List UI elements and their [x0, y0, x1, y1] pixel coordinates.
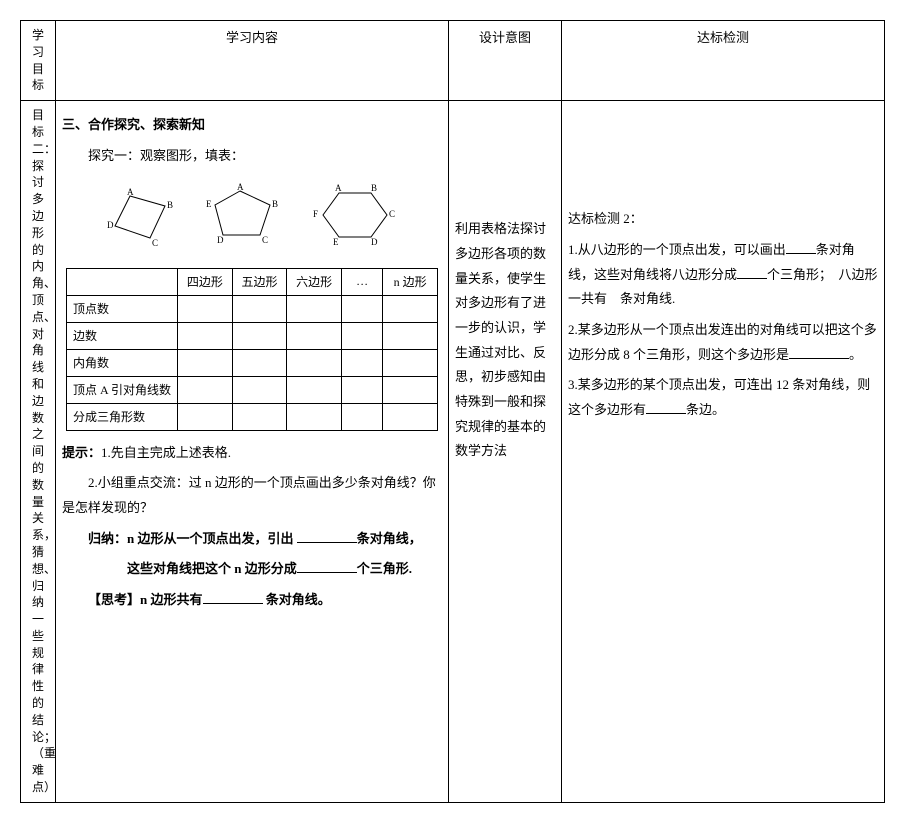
svg-text:B: B [167, 200, 173, 210]
svg-text:C: C [262, 235, 268, 245]
pentagon-figure: A B C D E [205, 183, 290, 248]
observe-text: 探究一：观察图形，填表： [62, 144, 442, 169]
polygon-figures: A B C D A B C D E A B C [62, 175, 442, 262]
svg-text:D: D [107, 220, 114, 230]
svg-text:A: A [237, 183, 244, 192]
content-cell: 三、合作探究、探索新知 探究一：观察图形，填表： A B C D A B C D… [56, 101, 449, 803]
svg-text:A: A [335, 183, 342, 193]
polygon-data-table: 四边形 五边形 六边形 … n 边形 顶点数 边数 内角数 顶点 A 引对角线数… [66, 268, 438, 431]
section-title: 三、合作探究、探索新知 [62, 113, 442, 138]
check-cell: 达标检测 2： 1.从八边形的一个顶点出发，可以画出条对角线，这些对角线将八边形… [562, 101, 885, 803]
quadrilateral-figure: A B C D [105, 188, 185, 248]
design-cell: 利用表格法探讨多边形各项的数量关系，使学生对多边形有了进一步的认识，学生通过对比… [449, 101, 562, 803]
header-check: 达标检测 [562, 21, 885, 101]
svg-text:A: A [127, 188, 134, 197]
think-line: 【思考】n 边形共有 条对角线。 [62, 588, 442, 613]
hexagon-figure: A B C D E F [309, 183, 399, 248]
svg-text:B: B [272, 199, 278, 209]
check-q1: 1.从八边形的一个顶点出发，可以画出条对角线，这些对角线将八边形分成个三角形； … [568, 238, 878, 312]
svg-text:D: D [371, 237, 378, 247]
lesson-table: 学习目标 学习内容 设计意图 达标检测 目标二：探讨多边形的内角、顶点、对角线和… [20, 20, 885, 803]
svg-text:F: F [313, 209, 318, 219]
header-goal: 学习目标 [21, 21, 56, 101]
summary-line2: 这些对角线把这个 n 边形分成个三角形. [62, 557, 442, 582]
goal-cell: 目标二：探讨多边形的内角、顶点、对角线和边数之间的数量关系，猜想、归纳一些规律性… [21, 101, 56, 803]
tip-line2: 2.小组重点交流：过 n 边形的一个顶点画出多少条对角线？你是怎样发现的？ [62, 471, 442, 520]
check-q2: 2.某多边形从一个顶点出发连出的对角线可以把这个多边形分成 8 个三角形，则这个… [568, 318, 878, 367]
svg-text:C: C [389, 209, 395, 219]
svg-text:E: E [206, 199, 212, 209]
header-content: 学习内容 [56, 21, 449, 101]
tip-line1: 提示：1.先自主完成上述表格. [62, 441, 442, 466]
svg-text:B: B [371, 183, 377, 193]
svg-text:E: E [333, 237, 339, 247]
svg-text:D: D [217, 235, 224, 245]
svg-text:C: C [152, 238, 158, 248]
summary-line1: 归纳：n 边形从一个顶点出发，引出 条对角线， [62, 527, 442, 552]
check-title: 达标检测 2： [568, 207, 878, 232]
header-design: 设计意图 [449, 21, 562, 101]
check-q3: 3.某多边形的某个顶点出发，可连出 12 条对角线，则这个多边形有条边。 [568, 373, 878, 422]
